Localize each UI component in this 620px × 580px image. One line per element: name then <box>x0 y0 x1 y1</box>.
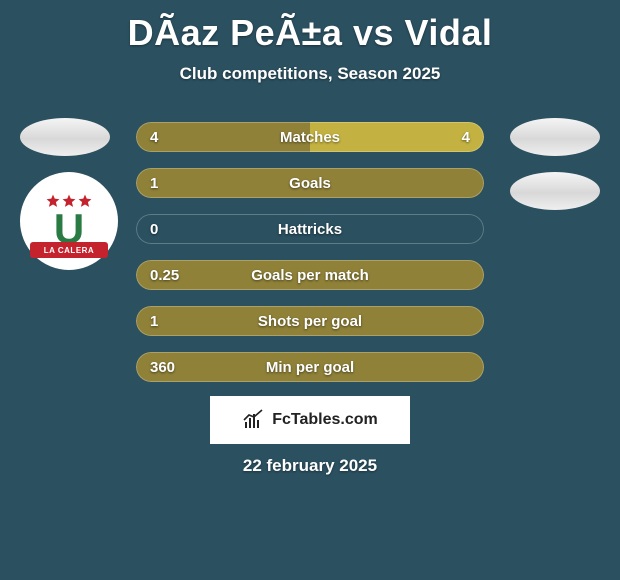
comparison-title: DÃ­az PeÃ±a vs Vidal <box>0 0 620 54</box>
bar-label: Min per goal <box>136 352 484 382</box>
team-right-placeholder <box>510 172 600 210</box>
stat-bars: 4Matches4 1Goals 0Hattricks 0.25Goals per m… <box>136 122 484 398</box>
chart-icon <box>242 408 266 432</box>
country-right-placeholder <box>510 118 600 156</box>
watermark-text: FcTables.com <box>272 411 378 429</box>
stat-bar-shots-per-goal: 1Shots per goal <box>136 306 484 336</box>
source-watermark: FcTables.com <box>210 396 410 444</box>
country-left-placeholder <box>20 118 110 156</box>
bar-label: Shots per goal <box>136 306 484 336</box>
bar-value-right: 4 <box>462 122 470 152</box>
team-left-badge: U LA CALERA <box>20 172 118 270</box>
club-ribbon: LA CALERA <box>30 242 108 258</box>
bar-label: Goals <box>136 168 484 198</box>
comparison-subtitle: Club competitions, Season 2025 <box>0 64 620 84</box>
bar-label: Matches <box>136 122 484 152</box>
bar-label: Hattricks <box>136 214 484 244</box>
bar-label: Goals per match <box>136 260 484 290</box>
stat-bar-hattricks: 0Hattricks <box>136 214 484 244</box>
stat-bar-matches: 4Matches4 <box>136 122 484 152</box>
stat-bar-goals-per-match: 0.25Goals per match <box>136 260 484 290</box>
comparison-date: 22 february 2025 <box>0 456 620 476</box>
stat-bar-min-per-goal: 360Min per goal <box>136 352 484 382</box>
stat-bar-goals: 1Goals <box>136 168 484 198</box>
